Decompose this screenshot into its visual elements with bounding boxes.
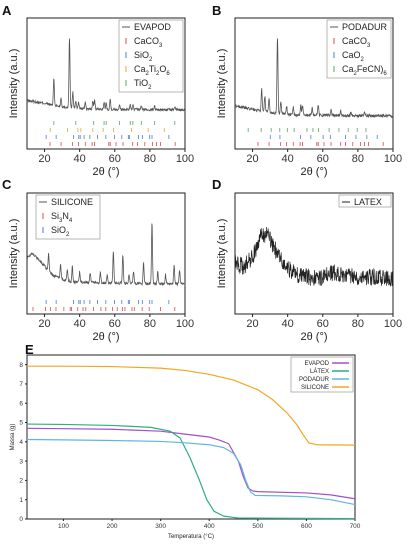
series-line-látex [26, 423, 356, 520]
series-line-silicone [27, 365, 356, 446]
legend-label-latex: LATEX [354, 197, 382, 207]
y-tick-label: 2 [19, 478, 23, 485]
x-tick-label: 200 [107, 523, 118, 530]
x-tick-label: 80 [352, 318, 364, 330]
x-axis-label: 2θ (°) [92, 331, 119, 343]
plot-frame [234, 17, 394, 150]
panel-b-chart: B 20 40 60 80 100 2θ (°) Intensity (a.u.) PODADU… [212, 3, 402, 178]
y-tick-label: 6 [19, 400, 23, 407]
y-tick-label: 5 [19, 420, 23, 427]
y-tick-label: 7 [19, 381, 23, 388]
x-tick-label: 60 [109, 318, 121, 330]
panel-letter-d: D [212, 177, 221, 192]
legend-box [118, 19, 184, 93]
panel-letter-e: E [25, 342, 34, 357]
legend-label-sio2: SiO2 [134, 50, 153, 63]
y-tick-label: 8 [19, 362, 23, 369]
legend-label-silicone: SILICONE [51, 197, 93, 207]
y-tick-label: 4 [19, 439, 23, 446]
x-tick-label: 700 [350, 523, 361, 530]
legend-label-caco3: CaCO3 [134, 36, 163, 49]
plot-frame [26, 17, 186, 150]
series-line-evapod [26, 427, 356, 500]
x-tick-label: 100 [384, 153, 402, 165]
x-axis-label: 2θ (°) [92, 166, 119, 178]
x-axis-label: 2θ (°) [300, 331, 327, 343]
y-axis-label: Massa (g) [10, 424, 16, 451]
panel-letter-c: C [2, 177, 12, 192]
plot-frame [26, 192, 186, 315]
x-tick-label: 40 [74, 318, 86, 330]
legend-box [326, 19, 392, 79]
legend-label-cao2: CaO2 [342, 50, 365, 63]
legend-label-podadur: PODADUR [342, 22, 388, 32]
x-tick-label: 20 [246, 318, 258, 330]
panel-c-chart: C 20 40 60 80 100 2θ (°) Intensity (a.u.) SILICO… [2, 177, 194, 343]
x-tick-label: 60 [317, 153, 329, 165]
legend-label-látex: LÁTEX [310, 368, 329, 375]
y-tick-label: 1 [19, 497, 23, 504]
legend-label-ca2ti2o6: Ca2Ti2O6 [134, 64, 170, 77]
legend-label-si3n4: Si3N4 [51, 211, 73, 224]
series-line-podadur [234, 38, 394, 119]
x-tick-label: 40 [282, 318, 294, 330]
x-tick-label: 40 [282, 153, 294, 165]
x-tick-label: 80 [352, 153, 364, 165]
x-tick-label: 500 [252, 523, 263, 530]
x-axis-label: Temperatura (°C) [168, 534, 214, 540]
x-tick-label: 60 [109, 153, 121, 165]
x-tick-label: 20 [246, 153, 258, 165]
x-tick-label: 80 [144, 318, 156, 330]
x-tick-label: 100 [384, 318, 402, 330]
series-line-evapod [26, 38, 186, 113]
x-tick-label: 100 [58, 523, 69, 530]
x-tick-label: 60 [317, 318, 329, 330]
x-tick-label: 20 [38, 318, 50, 330]
panel-letter-a: A [2, 3, 12, 18]
panel-a-chart: A 20 40 60 80 100 2θ (°) Intensity (a.u.) EVAPOD… [2, 3, 194, 178]
y-axis-label: Intensity (a.u.) [8, 219, 20, 289]
plot-frame [26, 354, 356, 520]
y-tick-label: 0 [19, 516, 23, 523]
legend-label-evapod: EVAPOD [304, 361, 329, 367]
x-tick-label: 80 [144, 153, 156, 165]
series-line-latex [234, 226, 394, 287]
panel-letter-b: B [212, 3, 221, 18]
panel-d-chart: D 20 40 60 80 100 2θ (°) Intensity (a.u.) LATEX [212, 177, 402, 343]
legend-label-silicone: SILICONE [301, 385, 329, 391]
legend-label-evapod: EVAPOD [134, 22, 171, 32]
legend-label-ca2fecn6: Ca2FeCN)6 [342, 64, 387, 77]
y-axis-label: Intensity (a.u.) [216, 49, 228, 119]
legend-box [338, 194, 392, 208]
series-line-silicone [26, 223, 186, 287]
x-tick-label: 100 [176, 318, 194, 330]
legend-label-sio2: SiO2 [51, 225, 70, 238]
x-tick-label: 40 [74, 153, 86, 165]
legend-label-podadur: PODADUR [299, 377, 330, 383]
x-tick-label: 100 [176, 153, 194, 165]
x-tick-label: 300 [155, 523, 166, 530]
y-axis-label: Intensity (a.u.) [8, 49, 20, 119]
series-line-podadur [26, 438, 356, 506]
y-tick-label: 3 [19, 458, 23, 465]
legend-label-tio2: TiO2 [134, 78, 152, 91]
x-tick-label: 600 [301, 523, 312, 530]
x-tick-label: 400 [204, 523, 215, 530]
plot-frame [234, 192, 394, 315]
legend-label-caco3: CaCO3 [342, 36, 371, 49]
panel-e-chart: E 100 200 300 400 500 600 700 0 1 2 3 4 5 6 7 8 Temperatu… [10, 342, 361, 540]
x-tick-label: 20 [38, 153, 50, 165]
y-axis-label: Intensity (a.u.) [216, 219, 228, 289]
x-axis-label: 2θ (°) [300, 166, 327, 178]
